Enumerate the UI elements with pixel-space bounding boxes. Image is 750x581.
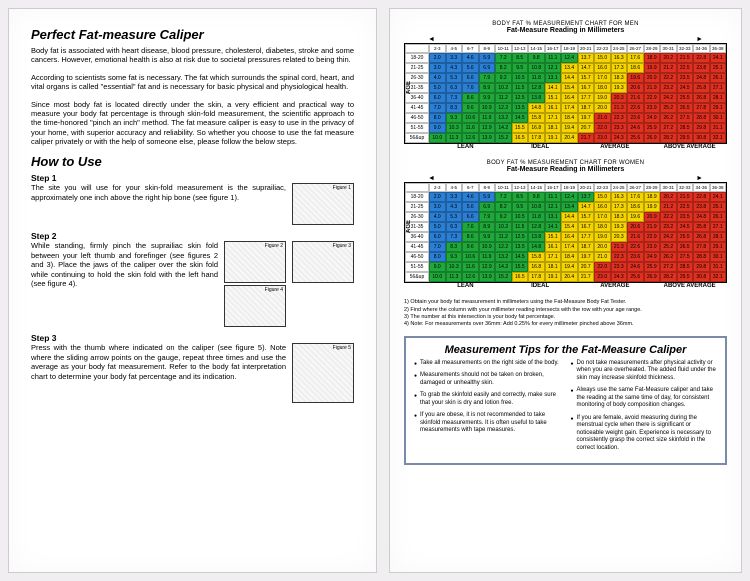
step1-row: The site you will use for your skin-fold… bbox=[31, 183, 354, 225]
age-label-women: AGE bbox=[406, 220, 412, 233]
figure-4: Figure 4 bbox=[224, 285, 286, 327]
chart-women-sub: Fat-Measure Reading in Millimeters bbox=[404, 166, 727, 173]
right-page: BODY FAT % MEASUREMENT CHART FOR MEN Fat… bbox=[389, 8, 742, 573]
step2-label: Step 2 bbox=[31, 231, 354, 241]
intro-para-3: Since most body fat is located directly … bbox=[31, 100, 354, 147]
chart-arrows: ◄► bbox=[404, 36, 727, 43]
chart-men-sub: Fat-Measure Reading in Millimeters bbox=[404, 27, 727, 34]
tips-title: Measurement Tips for the Fat-Measure Cal… bbox=[414, 344, 717, 356]
step1-label: Step 1 bbox=[31, 173, 354, 183]
title-howto: How to Use bbox=[31, 154, 354, 169]
figure-3: Figure 3 bbox=[292, 241, 354, 283]
intro-para-2: According to scientists some fat is nece… bbox=[31, 73, 354, 92]
category-row-women: LEAN IDEAL AVERAGE ABOVE AVERAGE bbox=[404, 283, 727, 289]
step1-text: The site you will use for your skin-fold… bbox=[31, 183, 286, 225]
intro-para-1: Body fat is associated with heart diseas… bbox=[31, 46, 354, 65]
chart-men: BODY FAT % MEASUREMENT CHART FOR MEN Fat… bbox=[404, 21, 727, 150]
title-caliper: Perfect Fat-measure Caliper bbox=[31, 27, 354, 42]
tips-col-left: Take all measurements on the right side … bbox=[414, 360, 561, 458]
instructions: 1) Obtain your body fat measurement in m… bbox=[404, 299, 727, 328]
chart-arrows-2: ◄► bbox=[404, 175, 727, 182]
figure-2: Figure 2 bbox=[224, 241, 286, 283]
step2-row: While standing, firmly pinch the suprail… bbox=[31, 241, 354, 327]
step3-text: Press with the thumb where indicated on … bbox=[31, 343, 286, 403]
step3-row: Press with the thumb where indicated on … bbox=[31, 343, 354, 403]
tips-col-right: Do not take measurements after physical … bbox=[571, 360, 718, 458]
tips-box: Measurement Tips for the Fat-Measure Cal… bbox=[404, 336, 727, 466]
chart-men-grid: 2-34-56-78-910-1112-1314-1516-1718-1920-… bbox=[404, 43, 727, 144]
figure-5: Figure 5 bbox=[292, 343, 354, 403]
figure-1: Figure 1 bbox=[292, 183, 354, 225]
step3-label: Step 3 bbox=[31, 333, 354, 343]
chart-women: BODY FAT % MEASUREMENT CHART FOR WOMEN F… bbox=[404, 160, 727, 289]
age-label-men: AGE bbox=[406, 81, 412, 94]
chart-women-grid: 2-34-56-78-910-1112-1314-1516-1718-1920-… bbox=[404, 182, 727, 283]
left-page: Perfect Fat-measure Caliper Body fat is … bbox=[8, 8, 377, 573]
category-row-men: LEAN IDEAL AVERAGE ABOVE AVERAGE bbox=[404, 144, 727, 150]
step2-text: While standing, firmly pinch the suprail… bbox=[31, 241, 218, 327]
